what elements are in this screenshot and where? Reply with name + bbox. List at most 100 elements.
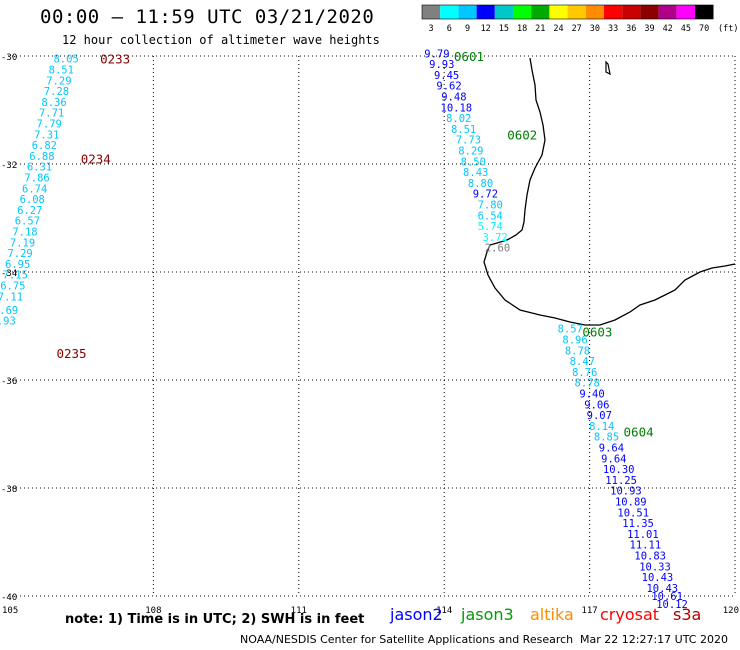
swh-value: 8.76 <box>572 367 597 379</box>
legend-label: 18 <box>517 24 527 34</box>
lon-tick-label: 111 <box>291 606 307 616</box>
sat-jason2: jason2 <box>390 605 443 624</box>
swh-value: 8.36 <box>41 97 66 109</box>
legend-swatch <box>658 5 677 19</box>
legend-label: 3 <box>429 24 434 34</box>
swh-value: 8.96 <box>562 335 587 347</box>
legend-label: 45 <box>681 24 691 34</box>
lon-tick-label: 114 <box>436 606 452 616</box>
swh-value: 8.05 <box>54 54 79 66</box>
footnote: note: 1) Time is in UTC; 2) SWH is in fe… <box>65 612 365 627</box>
legend-label: 27 <box>572 24 582 34</box>
swh-value: 10.43 <box>646 583 678 595</box>
legend-swatch <box>422 5 441 19</box>
swh-value: 7.28 <box>44 86 69 98</box>
legend-swatch <box>440 5 459 19</box>
swh-value: 11.01 <box>627 529 659 541</box>
swh-value: 10.43 <box>642 572 674 584</box>
swh-value: 6.31 <box>27 162 52 174</box>
swh-value: 11.35 <box>622 518 654 530</box>
swh-value: 9.93 <box>429 59 454 71</box>
legend-label: 24 <box>553 24 563 34</box>
swh-value: 3.72 <box>482 232 507 244</box>
swh-value: 6.75 <box>0 281 25 293</box>
legend-swatch <box>476 5 495 19</box>
legend-label: 15 <box>499 24 509 34</box>
swh-value: 10.30 <box>603 464 635 476</box>
legend-swatch <box>695 5 714 19</box>
sat-s3a: s3a <box>673 605 702 624</box>
pass-time-label: 0603 <box>582 324 612 339</box>
swh-value: 11.11 <box>630 540 662 552</box>
swh-value: 7.19 <box>10 237 35 249</box>
swh-value: 8.57 <box>558 324 583 336</box>
legend-label: 33 <box>608 24 618 34</box>
lon-tick-label: 108 <box>145 606 161 616</box>
swh-value: 10.33 <box>639 561 671 573</box>
swh-value: 7.71 <box>39 108 64 120</box>
swh-value: 8.51 <box>451 124 476 136</box>
swh-value: 7.29 <box>46 75 71 87</box>
swh-value: 9.62 <box>436 81 461 93</box>
legend-unit: (ft) <box>718 24 738 34</box>
lat-tick-label: -30 <box>1 53 17 63</box>
swh-value: 6.08 <box>20 194 45 206</box>
swh-value: 10.18 <box>441 102 473 114</box>
legend-swatch <box>513 5 532 19</box>
australia-coastline <box>483 57 736 326</box>
swh-value: 6.57 <box>15 216 40 228</box>
legend-label: 70 <box>699 24 709 34</box>
swh-value: 7.73 <box>456 135 481 147</box>
swh-value: 8.29 <box>458 146 483 158</box>
lon-tick-label: 105 <box>2 606 18 616</box>
swh-value: 7.11 <box>0 291 23 303</box>
island-outline <box>605 60 611 76</box>
swh-value: 9.07 <box>587 410 612 422</box>
sat-cryosat: cryosat <box>600 605 660 624</box>
swh-value: 8.14 <box>589 421 614 433</box>
generated-timestamp: Mar 22 12:27:17 UTC 2020 <box>580 633 728 646</box>
swh-value: 9.79 <box>424 48 449 60</box>
swh-value: 8.78 <box>565 345 590 357</box>
swh-value: 9.45 <box>434 70 459 82</box>
lat-tick-label: -38 <box>1 485 17 495</box>
swh-value: 7.80 <box>478 200 503 212</box>
color-legend: 3 6 9 12 15 18 21 24 27 30 33 36 39 42 45 70 (ft) <box>421 4 738 34</box>
swh-value: 7.86 <box>24 173 49 185</box>
swh-value: 8.78 <box>575 378 600 390</box>
pass-time-label: 0602 <box>507 127 537 142</box>
swh-value: 6.74 <box>22 183 47 195</box>
page-title: 00:00 – 11:59 UTC 03/21/2020 <box>40 6 375 28</box>
legend-swatch <box>604 5 623 19</box>
swh-value: 10.61 <box>651 591 683 603</box>
legend-swatch <box>567 5 586 19</box>
lat-tick-label: -32 <box>1 161 17 171</box>
lat-tick-label: -36 <box>1 377 17 387</box>
credit-line: NOAA/NESDIS Center for Satellite Applica… <box>240 633 574 646</box>
swh-value: 9.48 <box>441 92 466 104</box>
axis-labels: -30 -32 -34 -36 -38 -40 105 108 111 114 117 120 <box>1 53 739 616</box>
legend-swatch <box>458 5 477 19</box>
pass-time-label: 0234 <box>81 152 111 167</box>
swh-value: 7.79 <box>37 119 62 131</box>
swh-value: 6.54 <box>478 210 503 222</box>
swh-value: 9.72 <box>473 189 498 201</box>
pass-time-label: 0235 <box>56 346 86 361</box>
swh-value: 6.69 <box>0 305 18 317</box>
swh-value: 7.15 <box>3 270 28 282</box>
swh-value: 7.93 <box>0 316 16 328</box>
altimeter-tracks: 8.058.517.297.288.367.717.797.316.826.88… <box>0 48 688 611</box>
legend-label: 6 <box>447 24 452 34</box>
lat-tick-label: -40 <box>1 593 17 603</box>
swh-value: 10.83 <box>634 551 666 563</box>
swh-value: 11.25 <box>605 475 637 487</box>
legend-label: 21 <box>535 24 545 34</box>
legend-label: 42 <box>663 24 673 34</box>
swh-value: 10.12 <box>656 599 688 611</box>
swh-value: 8.80 <box>468 178 493 190</box>
legend-swatch <box>640 5 659 19</box>
sat-altika: altika <box>530 605 574 624</box>
swh-value: 6.82 <box>32 140 57 152</box>
swh-value: 10.51 <box>617 507 649 519</box>
swh-value: 10.93 <box>610 486 642 498</box>
